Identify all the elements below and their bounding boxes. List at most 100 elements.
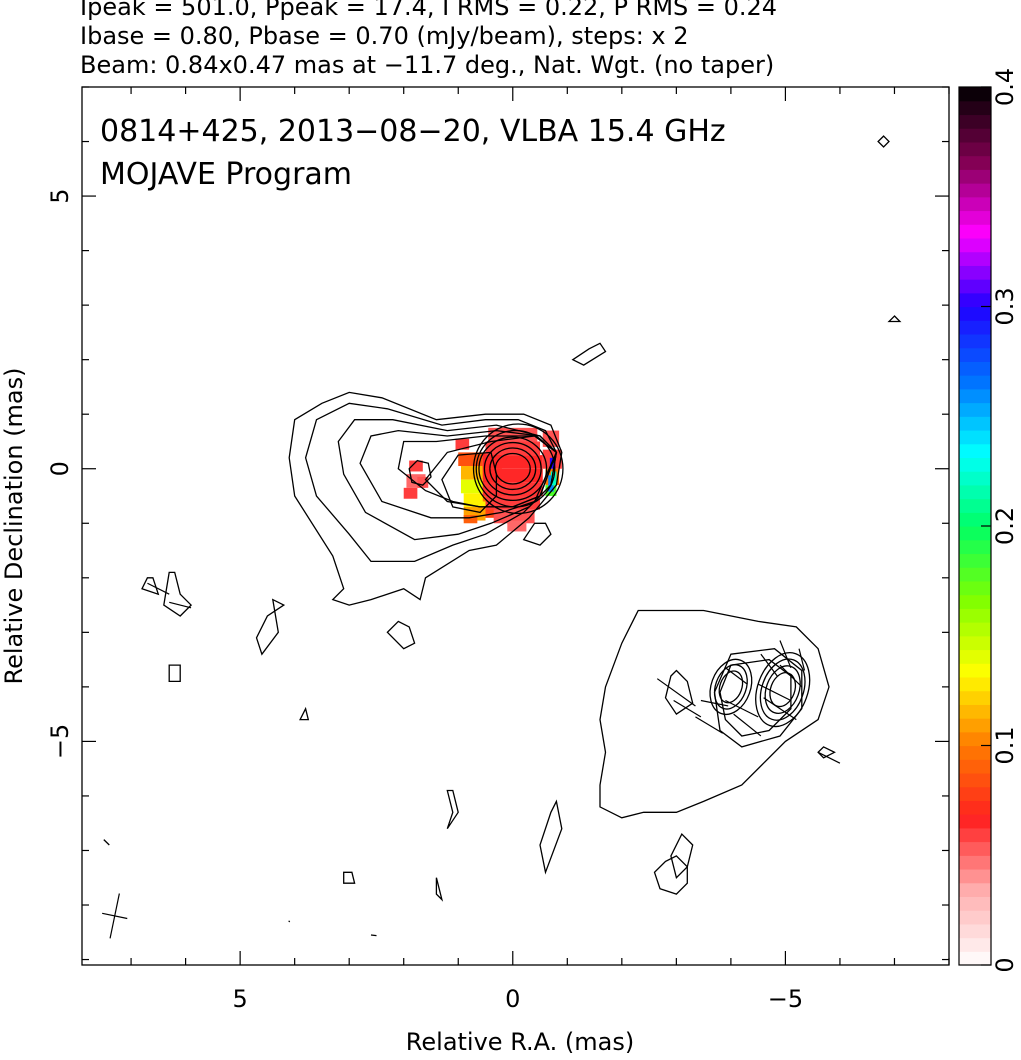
polarization-vector-7 xyxy=(725,699,759,718)
polarization-vector-0 xyxy=(147,582,170,595)
contour-14 xyxy=(386,620,416,650)
colorbar-step-33 xyxy=(959,498,991,513)
knot-contour-4 xyxy=(718,670,744,704)
core-contour-0 xyxy=(494,452,531,485)
polarization-vector-1 xyxy=(169,601,192,609)
source-annotation-line-2: MOJAVE Program xyxy=(100,157,352,192)
contour-10 xyxy=(255,598,286,656)
colorbar-step-30 xyxy=(959,539,991,555)
polarization-vector-11 xyxy=(763,697,797,721)
colorbar-step-61 xyxy=(959,114,991,129)
polarization-pixel-6 xyxy=(460,466,489,480)
core-contour-3 xyxy=(478,436,548,502)
polarization-vector-9 xyxy=(760,653,778,677)
contour-20 xyxy=(435,877,444,902)
colorbar-step-27 xyxy=(959,580,991,596)
colorbar-step-17 xyxy=(959,718,991,733)
colorbar-step-57 xyxy=(959,169,991,184)
x-tick-label-2: −5 xyxy=(768,985,803,1013)
knot-contour-3 xyxy=(755,652,811,728)
colorbar-step-48 xyxy=(959,292,991,308)
x-axis-label: Relative R.A. (mas) xyxy=(405,1028,635,1056)
polarization-pixel-7 xyxy=(460,479,489,494)
source-annotation-line-1: 0814+425, 2013−08−20, VLBA 15.4 GHz xyxy=(100,114,726,149)
colorbar-step-10 xyxy=(959,814,991,829)
contour-0 xyxy=(288,391,563,606)
contour-22 xyxy=(103,839,110,846)
colorbar-step-31 xyxy=(959,526,991,541)
beam-minor-axis xyxy=(102,912,128,920)
polarization-vector-8 xyxy=(733,713,762,737)
colorbar-step-62 xyxy=(959,100,991,116)
polarization-vector-13 xyxy=(779,664,803,688)
x-tick-label-1: 0 xyxy=(505,985,520,1013)
colorbar-step-8 xyxy=(959,841,991,856)
contour-23 xyxy=(877,135,890,148)
header-line-1: Ipeak = 501.0, Ppeak = 17.4, I RMS = 0.2… xyxy=(80,0,778,21)
contour-18 xyxy=(670,833,694,879)
contour-13 xyxy=(168,664,181,683)
colorbar-step-35 xyxy=(959,471,991,486)
colorbar-step-24 xyxy=(959,622,991,637)
header-line-2: Ibase = 0.80, Pbase = 0.70 (mJy/beam), s… xyxy=(80,22,689,50)
contour-8 xyxy=(522,522,552,546)
colorbar-step-46 xyxy=(959,320,991,335)
colorbar-step-22 xyxy=(959,649,991,664)
contour-11 xyxy=(163,571,193,617)
polarization-pixel-2 xyxy=(403,487,418,499)
contour-3 xyxy=(359,429,558,519)
contour-19 xyxy=(343,871,356,884)
colorbar-step-63 xyxy=(959,87,991,102)
contour-28 xyxy=(713,648,803,748)
y-tick-label-2: −5 xyxy=(46,724,74,759)
knot-contour-0 xyxy=(769,672,797,708)
colorbar-step-13 xyxy=(959,772,991,788)
colorbar-step-11 xyxy=(959,800,991,815)
contour-16 xyxy=(446,789,459,830)
polarization-vector-5 xyxy=(695,716,724,734)
knot-contour-6 xyxy=(709,658,753,716)
contour-24 xyxy=(887,315,902,323)
colorbar-step-58 xyxy=(959,155,991,170)
colorbar-step-15 xyxy=(959,745,991,760)
core-contour-4 xyxy=(475,429,556,508)
colorbar-step-43 xyxy=(959,361,991,376)
contour-1 xyxy=(304,402,558,563)
colorbar-step-54 xyxy=(959,210,991,225)
colorbar-step-29 xyxy=(959,553,991,568)
colorbar-step-7 xyxy=(959,855,991,870)
plot-frame xyxy=(81,86,950,966)
polarization-pixel-22 xyxy=(507,520,527,532)
polarization-vectors xyxy=(147,582,841,923)
polarization-vector-3 xyxy=(673,699,702,718)
polarization-vector-2 xyxy=(656,678,696,707)
polarization-pixel-4 xyxy=(455,438,470,450)
polarization-vector-10 xyxy=(757,683,792,702)
knot-contour-1 xyxy=(764,665,801,714)
contour-7 xyxy=(441,451,498,514)
y-tick-label-1: 0 xyxy=(46,461,74,476)
colorbar-tick-label-3: 0.3 xyxy=(991,287,1019,325)
colorbar-step-23 xyxy=(959,635,991,651)
contour-30 xyxy=(653,855,688,895)
polarization-pixel-3 xyxy=(417,476,429,488)
colorbar-step-32 xyxy=(959,512,991,527)
core-contour-5 xyxy=(472,423,564,515)
colorbar-step-20 xyxy=(959,676,991,692)
contour-9 xyxy=(571,342,607,366)
colorbar-step-41 xyxy=(959,388,991,404)
colorbar-step-39 xyxy=(959,416,991,431)
total-intensity-contours xyxy=(103,135,902,937)
colorbar-step-40 xyxy=(959,402,991,417)
colorbar-step-53 xyxy=(959,224,991,239)
beam-marker xyxy=(102,893,128,939)
header-line-3: Beam: 0.84x0.47 mas at −11.7 deg., Nat. … xyxy=(80,51,775,79)
colorbar-step-9 xyxy=(959,827,991,843)
colorbar-step-0 xyxy=(959,951,991,966)
colorbar-tick-label-4: 0.4 xyxy=(991,68,1019,106)
contour-15 xyxy=(299,706,310,721)
colorbar-step-55 xyxy=(959,196,991,212)
colorbar-step-42 xyxy=(959,375,991,390)
